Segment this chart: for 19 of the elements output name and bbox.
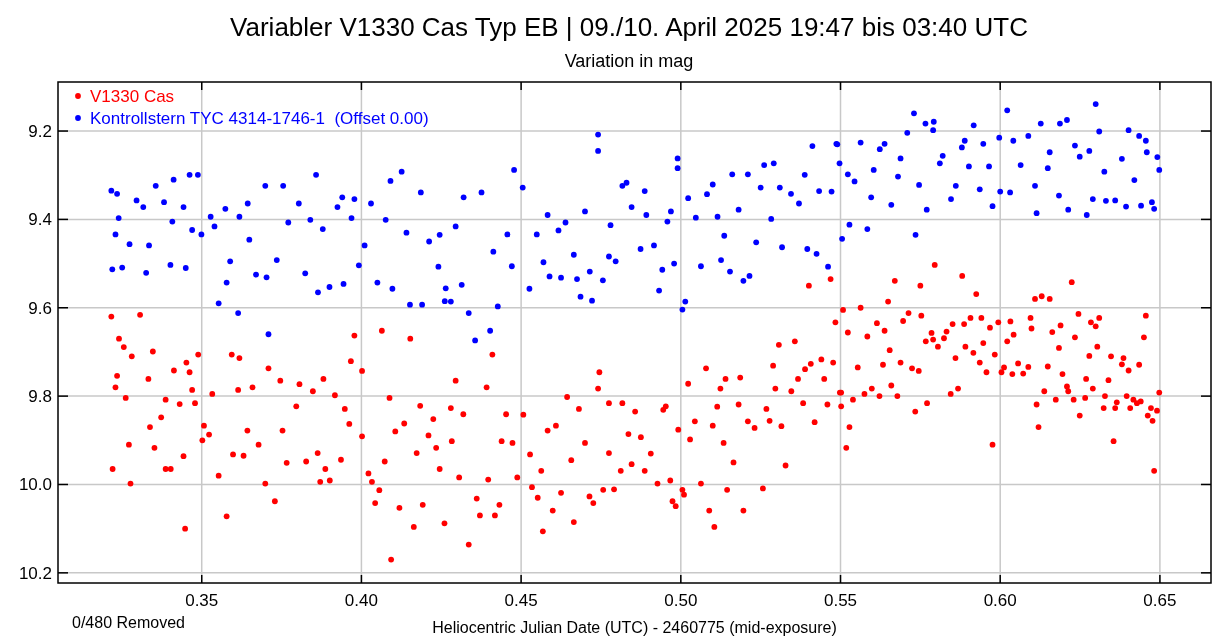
x-tick-label: 0.45 (504, 591, 538, 610)
x-tick-label: 0.55 (823, 591, 858, 610)
y-tick-label: 9.4 (28, 210, 52, 230)
x-axis-title: Heliocentric Julian Date (UTC) - 2460775 (mid-exposure) (432, 619, 837, 636)
legend-label: V1330 Cas (90, 87, 175, 106)
x-tick-label: 0.50 (664, 591, 698, 610)
y-tick-label: 10.2 (18, 563, 52, 583)
legend-label: Kontrollstern TYC 4314-1746-1 (Offset 0.00) (90, 109, 429, 128)
x-tick-label: 0.60 (983, 591, 1017, 610)
y-tick-label: 9.6 (28, 298, 52, 318)
x-tick-label: 0.40 (344, 591, 378, 610)
x-tick-label: 0.35 (185, 591, 219, 610)
text: 0/480 Removed (72, 614, 185, 631)
chart-title: Variabler V1330 Cas Typ EB | 09./10. April 2025 19:47 bis 03:40 UTC (230, 12, 1028, 42)
y-tick-label: 9.2 (28, 122, 52, 142)
x-tick-label: 0.65 (1143, 591, 1177, 610)
chart-subtitle: Variation in mag (564, 51, 694, 71)
y-tick-label: 10.0 (18, 475, 52, 495)
y-tick-label: 9.8 (28, 387, 52, 407)
